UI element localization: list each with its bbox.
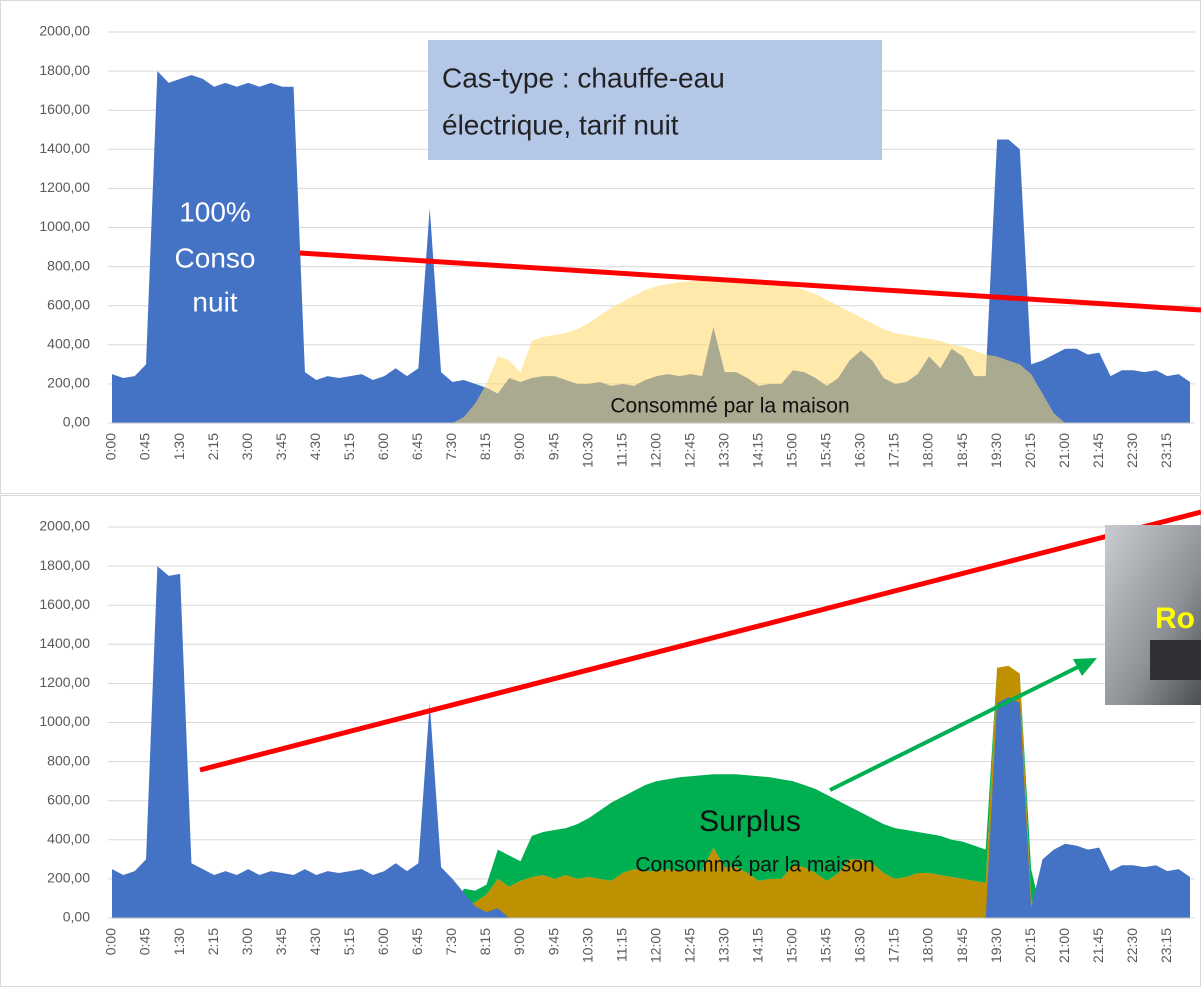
x-tick-label: 19:30 <box>988 928 1004 963</box>
x-tick-label: 21:45 <box>1090 433 1106 468</box>
annotation: Consommé par la maison <box>610 395 849 418</box>
x-tick-label: 9:45 <box>545 433 561 460</box>
x-tick-label: 1:30 <box>171 433 187 460</box>
y-tick-label: 200,00 <box>47 375 90 391</box>
x-tick-label: 3:45 <box>273 928 289 955</box>
y-tick-label: 2000,00 <box>39 23 90 39</box>
x-tick-label: 18:45 <box>954 928 970 963</box>
x-tick-label: 1:30 <box>171 928 187 955</box>
x-tick-label: 2:15 <box>205 433 221 460</box>
x-tick-label: 22:30 <box>1124 433 1140 468</box>
y-tick-label: 1200,00 <box>39 674 90 690</box>
page: 0,00 200,00 400,00 600,00 800,00 1000,00 1200,… <box>0 0 1201 987</box>
y-tick-label: 1200,00 <box>39 179 90 195</box>
x-tick-label: 12:00 <box>647 928 663 963</box>
y-tick-label: 400,00 <box>47 831 90 847</box>
y-tick-label: 800,00 <box>47 752 90 768</box>
x-tick-label: 6:00 <box>375 433 391 460</box>
x-tick-label: 18:00 <box>920 928 936 963</box>
y-tick-label: 0,00 <box>63 909 90 925</box>
x-tick-label: 14:15 <box>750 433 766 468</box>
annotation: Conso <box>175 242 256 273</box>
x-tick-label: 18:00 <box>920 433 936 468</box>
y-tick-label: 1600,00 <box>39 596 90 612</box>
note-text: électrique, tarif nuit <box>442 109 679 140</box>
x-tick-label: 5:15 <box>341 433 357 460</box>
x-tick-label: 19:30 <box>988 433 1004 468</box>
x-tick-label: 9:45 <box>545 928 561 955</box>
note-box <box>428 40 882 160</box>
photo-label: Ro <box>1155 602 1195 635</box>
x-tick-label: 23:15 <box>1158 433 1174 468</box>
x-tick-label: 21:00 <box>1056 928 1072 963</box>
x-tick-label: 5:15 <box>341 928 357 955</box>
x-tick-label: 6:45 <box>409 433 425 460</box>
y-tick-label: 2000,00 <box>39 518 90 534</box>
x-tick-label: 6:45 <box>409 928 425 955</box>
x-tick-label: 4:30 <box>307 433 323 460</box>
annotation: nuit <box>192 286 237 317</box>
x-tick-label: 23:15 <box>1158 928 1174 963</box>
x-tick-label: 13:30 <box>715 433 731 468</box>
y-tick-label: 1000,00 <box>39 713 90 729</box>
note-text: Cas-type : chauffe-eau <box>442 62 725 93</box>
x-tick-label: 3:00 <box>239 433 255 460</box>
y-tick-label: 600,00 <box>47 296 90 312</box>
x-tick-label: 9:00 <box>511 928 527 955</box>
annotation: Surplus <box>699 805 801 838</box>
y-tick-label: 1800,00 <box>39 62 90 78</box>
x-tick-label: 11:15 <box>613 433 629 467</box>
x-tick-label: 21:00 <box>1056 433 1072 468</box>
x-tick-label: 21:45 <box>1090 928 1106 963</box>
x-tick-label: 0:45 <box>137 928 153 955</box>
x-tick-label: 2:15 <box>205 928 221 955</box>
x-tick-label: 3:00 <box>239 928 255 955</box>
y-tick-label: 1000,00 <box>39 218 90 234</box>
y-tick-label: 0,00 <box>63 414 90 430</box>
x-tick-label: 0:00 <box>103 433 119 460</box>
x-tick-label: 11:15 <box>613 928 629 962</box>
x-tick-label: 17:15 <box>886 928 902 963</box>
x-tick-label: 8:15 <box>477 928 493 955</box>
x-tick-label: 9:00 <box>511 433 527 460</box>
x-tick-label: 12:45 <box>681 433 697 468</box>
x-tick-label: 8:15 <box>477 433 493 460</box>
x-tick-label: 18:45 <box>954 433 970 468</box>
y-tick-label: 1800,00 <box>39 557 90 573</box>
x-tick-label: 15:45 <box>818 433 834 468</box>
x-tick-label: 15:00 <box>784 433 800 468</box>
y-tick-label: 1400,00 <box>39 635 90 651</box>
x-tick-label: 7:30 <box>443 928 459 955</box>
x-tick-label: 3:45 <box>273 433 289 460</box>
x-tick-label: 17:15 <box>886 433 902 468</box>
x-tick-label: 20:15 <box>1022 928 1038 963</box>
x-tick-label: 6:00 <box>375 928 391 955</box>
y-tick-label: 1600,00 <box>39 101 90 117</box>
x-tick-label: 4:30 <box>307 928 323 955</box>
x-tick-label: 7:30 <box>443 433 459 460</box>
x-tick-label: 0:45 <box>137 433 153 460</box>
x-tick-label: 16:30 <box>852 433 868 468</box>
annotation: 100% <box>179 196 251 227</box>
x-tick-label: 12:45 <box>681 928 697 963</box>
y-tick-label: 600,00 <box>47 791 90 807</box>
x-tick-label: 10:30 <box>579 433 595 468</box>
x-tick-label: 20:15 <box>1022 433 1038 468</box>
x-tick-label: 15:45 <box>818 928 834 963</box>
x-tick-label: 15:00 <box>784 928 800 963</box>
annotation: Consommé par la maison <box>635 854 874 877</box>
y-tick-label: 400,00 <box>47 336 90 352</box>
x-tick-label: 10:30 <box>579 928 595 963</box>
x-tick-label: 22:30 <box>1124 928 1140 963</box>
y-tick-label: 800,00 <box>47 257 90 273</box>
y-tick-label: 200,00 <box>47 870 90 886</box>
x-tick-label: 13:30 <box>715 928 731 963</box>
y-tick-label: 1400,00 <box>39 140 90 156</box>
photo-screen <box>1150 640 1201 680</box>
x-tick-label: 14:15 <box>750 928 766 963</box>
x-tick-label: 16:30 <box>852 928 868 963</box>
x-tick-label: 0:00 <box>103 928 119 955</box>
x-tick-label: 12:00 <box>647 433 663 468</box>
